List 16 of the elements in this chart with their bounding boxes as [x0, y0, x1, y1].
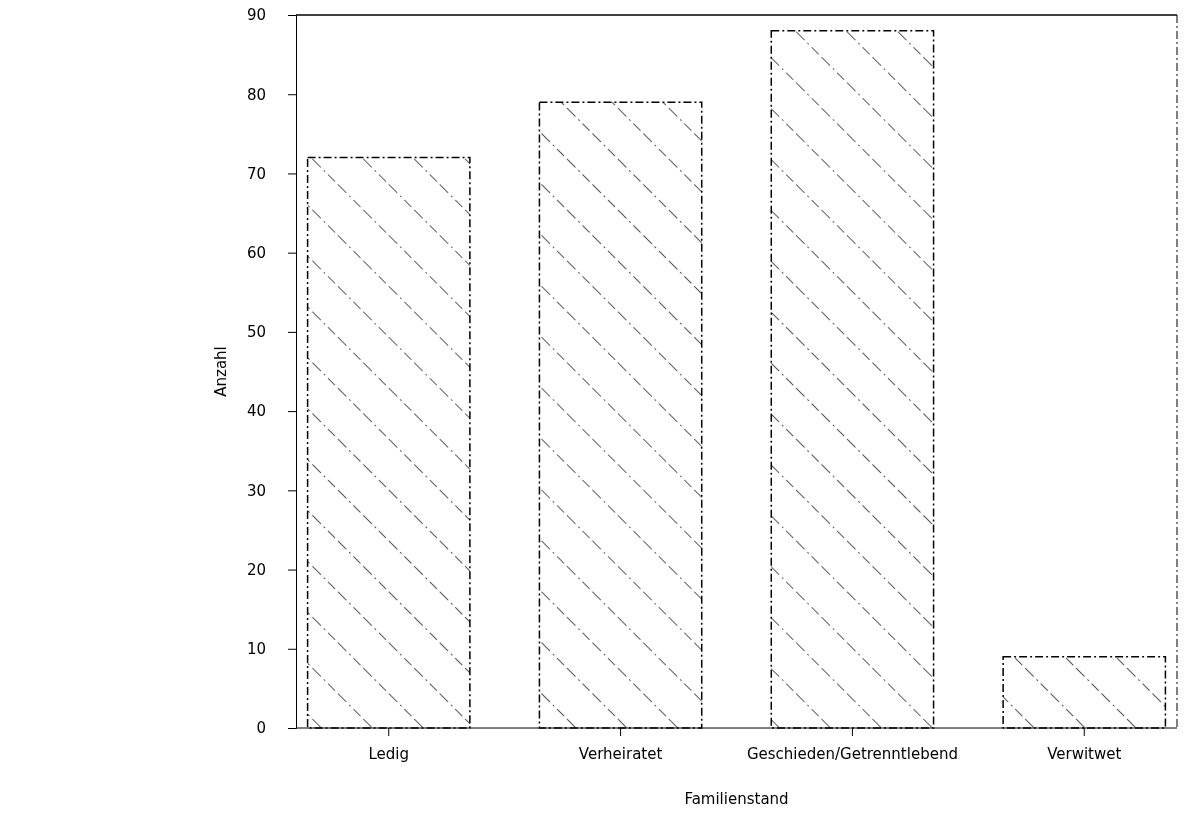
y-tick-label: 60 — [246, 243, 266, 262]
y-tick-label: 50 — [246, 323, 266, 342]
y-axis-title: Anzahl — [212, 346, 230, 397]
y-tick-label: 40 — [246, 402, 266, 421]
y-tick-label: 10 — [246, 640, 266, 659]
y-tick-label: 0 — [256, 719, 266, 738]
x-axis-title: Familienstand — [684, 790, 789, 808]
y-tick-label: 80 — [246, 85, 266, 104]
y-tick-label: 30 — [246, 481, 266, 500]
x-tick-label: Verheiratet — [578, 744, 663, 763]
x-tick-label: Verwitwet — [1047, 744, 1122, 763]
y-tick-label: 20 — [246, 560, 266, 579]
y-tick-label: 70 — [246, 164, 266, 183]
x-tick-label: Ledig — [368, 744, 410, 763]
x-tick-label: Geschieden/Getrenntlebend — [746, 744, 958, 763]
y-tick-label: 90 — [246, 6, 266, 25]
